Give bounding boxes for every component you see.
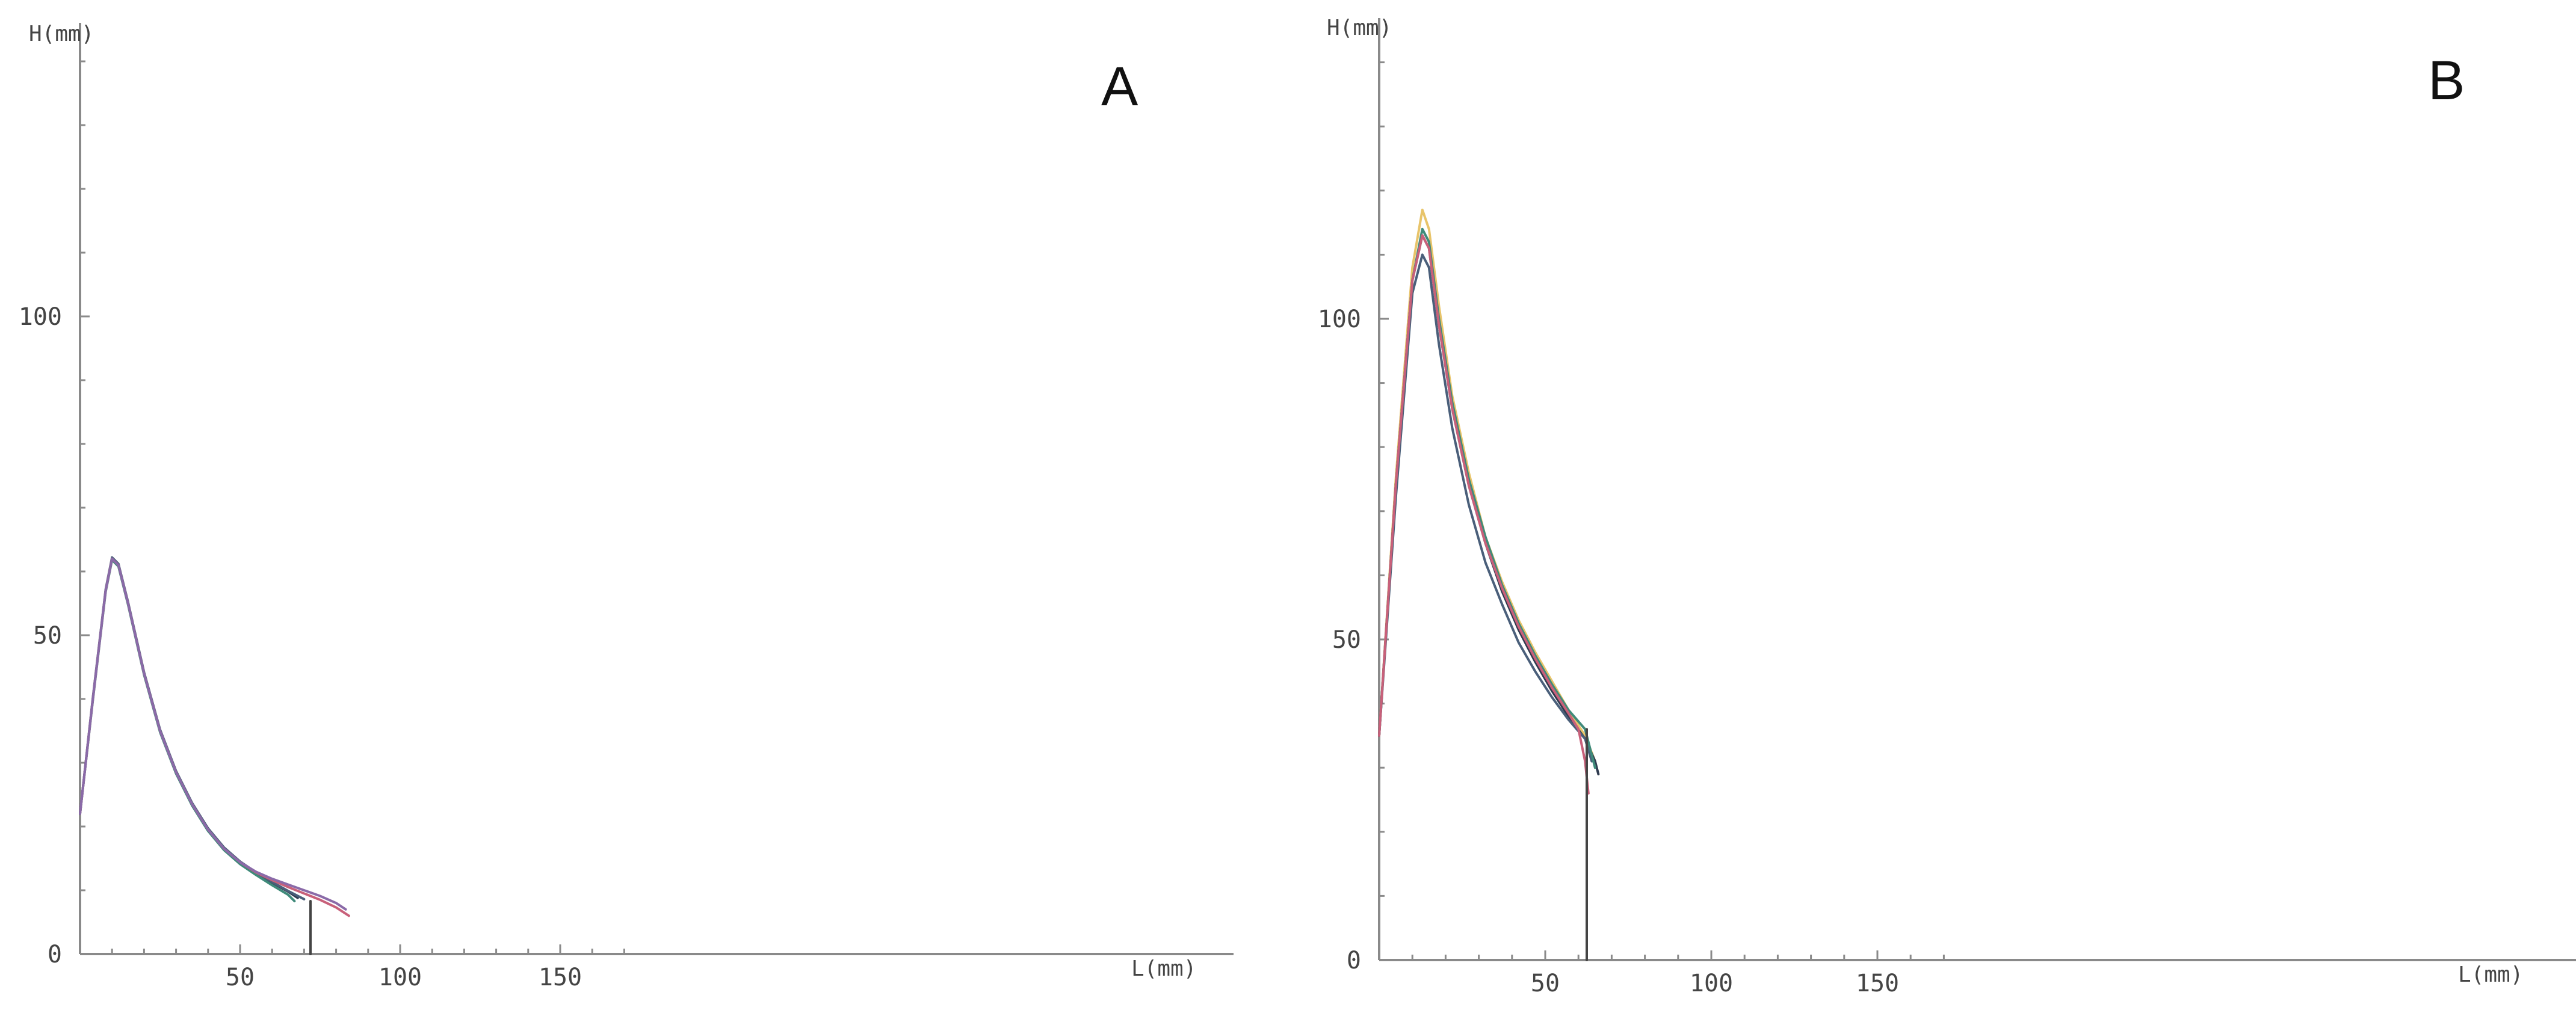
series-line-3: [1378, 253, 1593, 763]
x-axis-label: L(mm): [2458, 962, 2523, 987]
chart-panel-b: 50 100 150 0 50 100 H(mm) L(mm) B: [1318, 16, 2576, 997]
y-tick-label: 100: [1318, 306, 1361, 333]
y-axis-label: H(mm): [1327, 16, 1392, 40]
y-axis-label: H(mm): [29, 22, 94, 46]
chart-panel-a: 50 100 150 0 50 100 H(mm) L(mm) A: [19, 22, 1234, 991]
y-tick-label: 0: [1347, 947, 1361, 974]
x-tick-label: 150: [1856, 970, 1899, 997]
y-tick-label: 0: [48, 941, 62, 968]
series-line-5: [79, 557, 347, 911]
y-tick-label: 100: [19, 303, 62, 331]
x-tick-label: 150: [539, 964, 582, 991]
x-tick-label: 100: [378, 964, 422, 991]
series-line-3: [79, 558, 296, 902]
y-tick-label: 50: [1332, 626, 1361, 654]
series-line-2: [79, 556, 306, 900]
series-line-4: [79, 557, 350, 917]
x-tick-label: 50: [226, 964, 255, 991]
panel-label: A: [1101, 56, 1138, 117]
panel-label: B: [2428, 50, 2465, 111]
series-line-5: [1378, 234, 1590, 795]
series-line-2: [1378, 234, 1600, 775]
series-line-1: [79, 557, 299, 899]
y-tick-label: 50: [33, 622, 62, 650]
x-tick-label: 100: [1690, 970, 1733, 997]
x-axis-label: L(mm): [1131, 956, 1196, 981]
x-tick-label: 50: [1531, 970, 1560, 997]
